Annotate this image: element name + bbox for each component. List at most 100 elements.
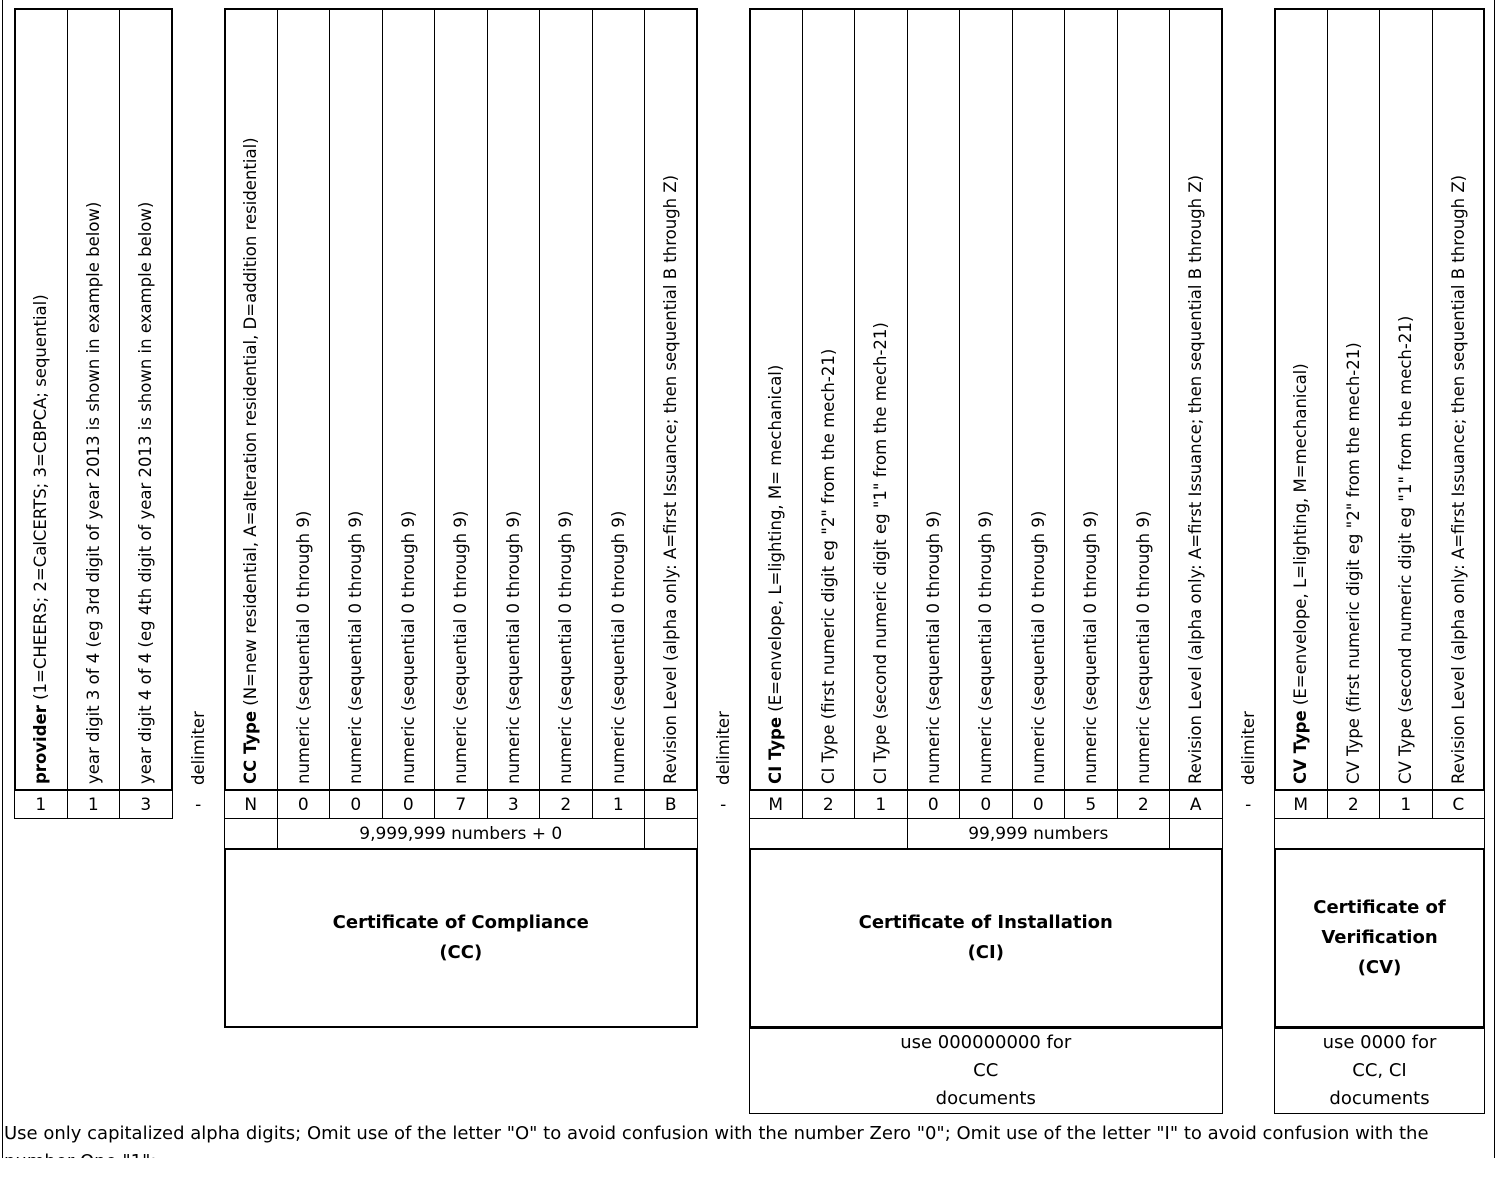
header-desc: CI Type (first numeric digit eg "2" from… bbox=[818, 348, 838, 784]
column-header: numeric (sequential 0 through 9) bbox=[591, 8, 645, 791]
column-header: numeric (sequential 0 through 9) bbox=[1116, 8, 1170, 791]
code-value: 3 bbox=[486, 790, 540, 819]
column-header: CI Type (first numeric digit eg "2" from… bbox=[801, 8, 855, 791]
header-desc: numeric (sequential 0 through 9) bbox=[346, 510, 366, 784]
header-text: Revision Level (alpha only: A=first Issu… bbox=[661, 15, 680, 784]
code-value: M bbox=[1274, 790, 1328, 819]
usage-line: CC bbox=[973, 1060, 999, 1081]
code-value: 2 bbox=[801, 790, 855, 819]
column-header: CI Type (E=envelope, L=lighting, M= mech… bbox=[749, 8, 803, 791]
header-text: numeric (sequential 0 through 9) bbox=[609, 15, 628, 784]
header-desc: CV Type (second numeric digit eg "1" fro… bbox=[1396, 315, 1416, 784]
header-text: delimiter bbox=[1239, 14, 1258, 785]
header-bold: CV Type bbox=[1291, 710, 1311, 784]
usage-note: use 0000 for CC, CI documents bbox=[1274, 1027, 1485, 1114]
certificate-title: Certificate of Compliance bbox=[332, 912, 589, 933]
header-text: numeric (sequential 0 through 9) bbox=[451, 15, 470, 784]
header-text: numeric (sequential 0 through 9) bbox=[346, 15, 365, 784]
header-desc: year digit 3 of 4 (eg 3rd digit of year … bbox=[83, 201, 103, 784]
column-header: numeric (sequential 0 through 9) bbox=[276, 8, 330, 791]
header-text: numeric (sequential 0 through 9) bbox=[924, 15, 943, 784]
range-label: 9,999,999 numbers + 0 bbox=[276, 818, 645, 849]
code-value: 1 bbox=[854, 790, 908, 819]
empty-cell bbox=[1274, 818, 1485, 849]
column-header: numeric (sequential 0 through 9) bbox=[1064, 8, 1118, 791]
code-value: 2 bbox=[1326, 790, 1380, 819]
column-header: delimiter bbox=[172, 8, 226, 791]
header-desc: numeric (sequential 0 through 9) bbox=[923, 510, 943, 784]
header-desc: Revision Level (alpha only: A=first Issu… bbox=[661, 174, 681, 784]
certificate-abbr: (CV) bbox=[1357, 957, 1402, 978]
header-desc: numeric (sequential 0 through 9) bbox=[1028, 510, 1048, 784]
header-desc: CV Type (first numeric digit eg "2" from… bbox=[1343, 342, 1363, 784]
certificate-title: Certificate of Verification bbox=[1313, 897, 1446, 948]
header-text: CV Type (second numeric digit eg "1" fro… bbox=[1396, 15, 1415, 784]
header-text: numeric (sequential 0 through 9) bbox=[1029, 15, 1048, 784]
column-header: Revision Level (alpha only: A=first Issu… bbox=[1169, 8, 1223, 791]
column-header: provider (1=CHEERS; 2=CalCERTS; 3=CBPCA;… bbox=[14, 8, 68, 791]
code-value: - bbox=[720, 794, 727, 815]
code-value: 0 bbox=[1011, 790, 1065, 819]
header-desc: numeric (sequential 0 through 9) bbox=[976, 510, 996, 784]
header-desc: delimiter bbox=[1238, 711, 1258, 785]
header-desc: Revision Level (alpha only: A=first Issu… bbox=[1448, 174, 1468, 784]
certificate-abbr: (CI) bbox=[967, 942, 1004, 963]
header-text: numeric (sequential 0 through 9) bbox=[504, 15, 523, 784]
header-text: CC Type (N=new residential, A=alteration… bbox=[241, 15, 260, 784]
code-value: C bbox=[1431, 790, 1485, 819]
code-value: 0 bbox=[329, 790, 383, 819]
header-bold: CC Type bbox=[241, 710, 261, 784]
header-text: CI Type (second numeric digit eg "1" fro… bbox=[871, 15, 890, 784]
code-value: 3 bbox=[119, 790, 173, 819]
header-desc: (N=new residential, A=alteration residen… bbox=[241, 137, 261, 711]
column-header: numeric (sequential 0 through 9) bbox=[381, 8, 435, 791]
certificate-box: Certificate of Installation (CI) bbox=[749, 848, 1223, 1028]
code-value: N bbox=[224, 790, 278, 819]
column-header: numeric (sequential 0 through 9) bbox=[434, 8, 488, 791]
code-value: M bbox=[749, 790, 803, 819]
empty-cell bbox=[1169, 818, 1223, 849]
header-text: CV Type (first numeric digit eg "2" from… bbox=[1344, 15, 1363, 784]
header-bold: provider bbox=[31, 705, 51, 784]
column-header: Revision Level (alpha only: A=first Issu… bbox=[644, 8, 698, 791]
column-header: numeric (sequential 0 through 9) bbox=[906, 8, 960, 791]
certificate-box: Certificate of Verification (CV) bbox=[1274, 848, 1485, 1028]
header-text: numeric (sequential 0 through 9) bbox=[1081, 15, 1100, 784]
usage-line: CC, CI bbox=[1352, 1060, 1407, 1081]
header-text: numeric (sequential 0 through 9) bbox=[294, 15, 313, 784]
code-value: 5 bbox=[1064, 790, 1118, 819]
header-desc: (E=envelope, L=lighting, M=mechanical) bbox=[1291, 363, 1311, 711]
empty-cell bbox=[749, 818, 908, 849]
column-header: numeric (sequential 0 through 9) bbox=[329, 8, 383, 791]
column-header: Revision Level (alpha only: A=first Issu… bbox=[1431, 8, 1485, 791]
usage-line: documents bbox=[1329, 1088, 1430, 1109]
code-value: A bbox=[1169, 790, 1223, 819]
code-value: - bbox=[195, 794, 202, 815]
header-desc: numeric (sequential 0 through 9) bbox=[556, 510, 576, 784]
usage-line: documents bbox=[935, 1088, 1036, 1109]
header-desc: numeric (sequential 0 through 9) bbox=[503, 510, 523, 784]
column-header: delimiter bbox=[1222, 8, 1276, 791]
header-text: CI Type (E=envelope, L=lighting, M= mech… bbox=[766, 15, 785, 784]
code-value: 2 bbox=[1116, 790, 1170, 819]
certificate-abbr: (CC) bbox=[439, 942, 483, 963]
column-header: CC Type (N=new residential, A=alteration… bbox=[224, 8, 278, 791]
header-text: numeric (sequential 0 through 9) bbox=[556, 15, 575, 784]
column-header: numeric (sequential 0 through 9) bbox=[959, 8, 1013, 791]
header-desc: Revision Level (alpha only: A=first Issu… bbox=[1186, 174, 1206, 784]
header-desc: numeric (sequential 0 through 9) bbox=[608, 510, 628, 784]
column-header: numeric (sequential 0 through 9) bbox=[486, 8, 540, 791]
code-value: 0 bbox=[276, 790, 330, 819]
code-value: 1 bbox=[14, 790, 68, 819]
column-header: numeric (sequential 0 through 9) bbox=[1011, 8, 1065, 791]
column-header: CV Type (E=envelope, L=lighting, M=mecha… bbox=[1274, 8, 1328, 791]
header-desc: numeric (sequential 0 through 9) bbox=[293, 510, 313, 784]
header-text: numeric (sequential 0 through 9) bbox=[976, 15, 995, 784]
header-desc: CI Type (second numeric digit eg "1" fro… bbox=[871, 322, 891, 784]
header-text: CV Type (E=envelope, L=lighting, M=mecha… bbox=[1291, 15, 1310, 784]
header-text: delimiter bbox=[189, 14, 208, 785]
header-text: delimiter bbox=[714, 14, 733, 785]
usage-note: use 000000000 for CC documents bbox=[749, 1027, 1223, 1114]
header-desc: delimiter bbox=[188, 711, 208, 785]
certificate-box: Certificate of Compliance (CC) bbox=[224, 848, 698, 1028]
